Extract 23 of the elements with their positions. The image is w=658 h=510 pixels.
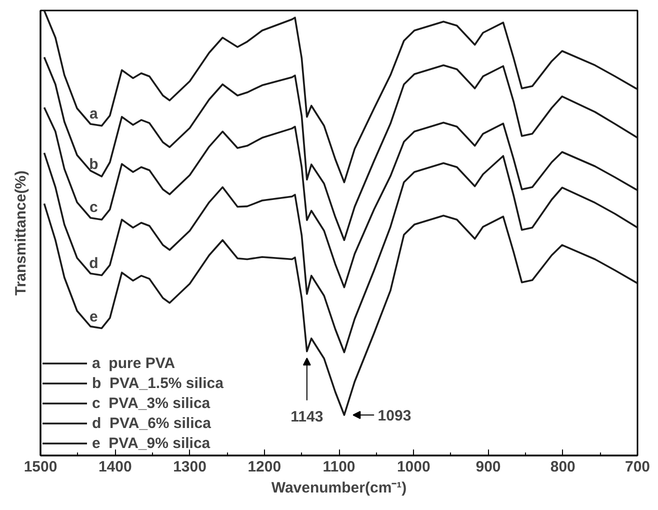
x-tick-label: 800 bbox=[550, 458, 576, 476]
annotation: b bbox=[89, 156, 98, 173]
annotation: 1143 bbox=[290, 408, 324, 426]
x-axis-title: Wavenumber(cm⁻¹) bbox=[271, 480, 407, 496]
y-axis-title: Transmittance(%) bbox=[12, 170, 30, 296]
annotation: c bbox=[90, 199, 98, 216]
x-tick-label: 1400 bbox=[98, 458, 132, 476]
x-tick-label: 1500 bbox=[24, 458, 58, 476]
x-tick-label: 1000 bbox=[396, 458, 430, 476]
annotation: e bbox=[90, 308, 98, 326]
legend-label: c PVA_3% silica bbox=[92, 394, 210, 412]
legend-label: a pure PVA bbox=[92, 354, 176, 372]
annotation: 1093 bbox=[378, 408, 412, 425]
legend-label: e PVA_9% silica bbox=[92, 434, 210, 452]
x-tick-label: 700 bbox=[624, 458, 650, 476]
x-tick-label: 1300 bbox=[173, 458, 206, 476]
annotation: a bbox=[90, 105, 99, 122]
x-tick-label: 1100 bbox=[322, 458, 356, 476]
annotation: d bbox=[89, 254, 98, 272]
legend-label: b PVA_1.5% silica bbox=[92, 374, 224, 392]
legend-label: d PVA_6% silica bbox=[92, 414, 211, 432]
x-tick-label: 1200 bbox=[248, 458, 282, 476]
x-tick-label: 900 bbox=[476, 458, 501, 476]
